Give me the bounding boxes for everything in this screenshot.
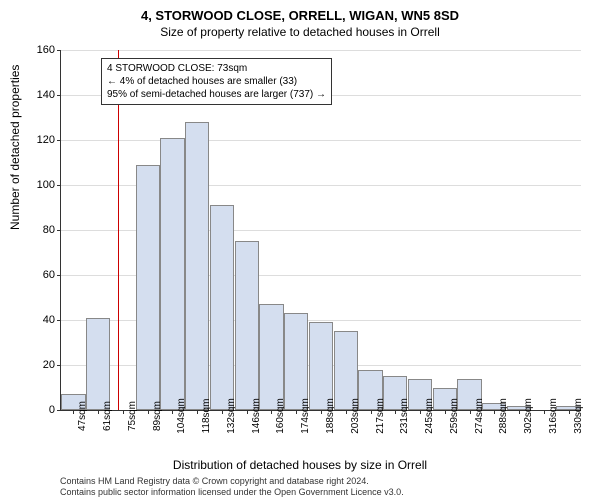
ytick-mark xyxy=(57,365,61,366)
bar xyxy=(185,122,209,410)
ytick-label: 100 xyxy=(37,179,55,191)
xtick-label: 288sqm xyxy=(498,398,509,434)
bar xyxy=(86,318,110,410)
xtick-mark xyxy=(197,410,198,414)
ytick-label: 80 xyxy=(43,224,55,236)
xtick-mark xyxy=(470,410,471,414)
xtick-mark xyxy=(371,410,372,414)
ytick-mark xyxy=(57,275,61,276)
xtick-mark xyxy=(445,410,446,414)
footer-line: Contains HM Land Registry data © Crown c… xyxy=(60,476,404,487)
chart-title: 4, STORWOOD CLOSE, ORRELL, WIGAN, WN5 8S… xyxy=(0,0,600,23)
plot-area: 4 STORWOOD CLOSE: 73sqm ← 4% of detached… xyxy=(60,50,581,411)
ytick-mark xyxy=(57,140,61,141)
ytick-label: 120 xyxy=(37,134,55,146)
xtick-mark xyxy=(346,410,347,414)
xtick-label: 316sqm xyxy=(548,398,559,434)
ytick-mark xyxy=(57,410,61,411)
ytick-label: 160 xyxy=(37,44,55,56)
ytick-mark xyxy=(57,320,61,321)
bar xyxy=(136,165,160,410)
xtick-mark xyxy=(73,410,74,414)
xtick-mark xyxy=(519,410,520,414)
xtick-label: 302sqm xyxy=(523,398,534,434)
ytick-label: 0 xyxy=(49,404,55,416)
xtick-label: 330sqm xyxy=(573,398,584,434)
annotation-line: 4 STORWOOD CLOSE: 73sqm xyxy=(107,62,326,75)
ytick-mark xyxy=(57,95,61,96)
ytick-mark xyxy=(57,230,61,231)
ytick-label: 140 xyxy=(37,89,55,101)
ytick-label: 20 xyxy=(43,359,55,371)
xtick-mark xyxy=(569,410,570,414)
xtick-mark xyxy=(148,410,149,414)
ytick-mark xyxy=(57,50,61,51)
ytick-mark xyxy=(57,185,61,186)
xtick-mark xyxy=(544,410,545,414)
x-axis-label: Distribution of detached houses by size … xyxy=(0,458,600,472)
gridline xyxy=(61,50,581,51)
bar xyxy=(210,205,234,410)
chart-container: 4, STORWOOD CLOSE, ORRELL, WIGAN, WN5 8S… xyxy=(0,0,600,500)
xtick-mark xyxy=(123,410,124,414)
ytick-label: 40 xyxy=(43,314,55,326)
annotation-line: 95% of semi-detached houses are larger (… xyxy=(107,88,326,101)
xtick-mark xyxy=(172,410,173,414)
annotation-line: ← 4% of detached houses are smaller (33) xyxy=(107,75,326,88)
xtick-mark xyxy=(296,410,297,414)
annotation-box: 4 STORWOOD CLOSE: 73sqm ← 4% of detached… xyxy=(101,58,332,105)
xtick-mark xyxy=(98,410,99,414)
xtick-mark xyxy=(321,410,322,414)
xtick-mark xyxy=(222,410,223,414)
bar xyxy=(284,313,308,410)
xtick-label: 61sqm xyxy=(102,401,113,431)
gridline xyxy=(61,140,581,141)
footer-text: Contains HM Land Registry data © Crown c… xyxy=(60,476,404,498)
footer-line: Contains public sector information licen… xyxy=(60,487,404,498)
xtick-mark xyxy=(420,410,421,414)
ytick-label: 60 xyxy=(43,269,55,281)
xtick-mark xyxy=(395,410,396,414)
xtick-mark xyxy=(271,410,272,414)
chart-subtitle: Size of property relative to detached ho… xyxy=(0,23,600,39)
xtick-mark xyxy=(247,410,248,414)
bar xyxy=(259,304,283,410)
y-axis-label: Number of detached properties xyxy=(8,65,22,230)
xtick-mark xyxy=(494,410,495,414)
bar xyxy=(309,322,333,410)
bar xyxy=(160,138,184,410)
bar xyxy=(235,241,259,410)
